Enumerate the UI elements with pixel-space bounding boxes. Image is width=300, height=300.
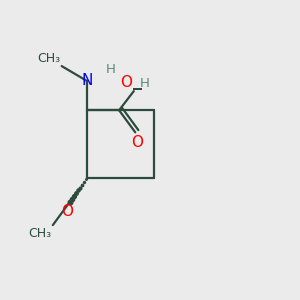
- Text: H: H: [106, 62, 116, 76]
- Text: CH₃: CH₃: [37, 52, 60, 64]
- Text: O: O: [120, 75, 132, 90]
- Text: O: O: [61, 205, 74, 220]
- Text: H: H: [140, 76, 150, 90]
- Text: N: N: [81, 73, 92, 88]
- Text: CH₃: CH₃: [28, 226, 51, 240]
- Text: O: O: [131, 135, 143, 150]
